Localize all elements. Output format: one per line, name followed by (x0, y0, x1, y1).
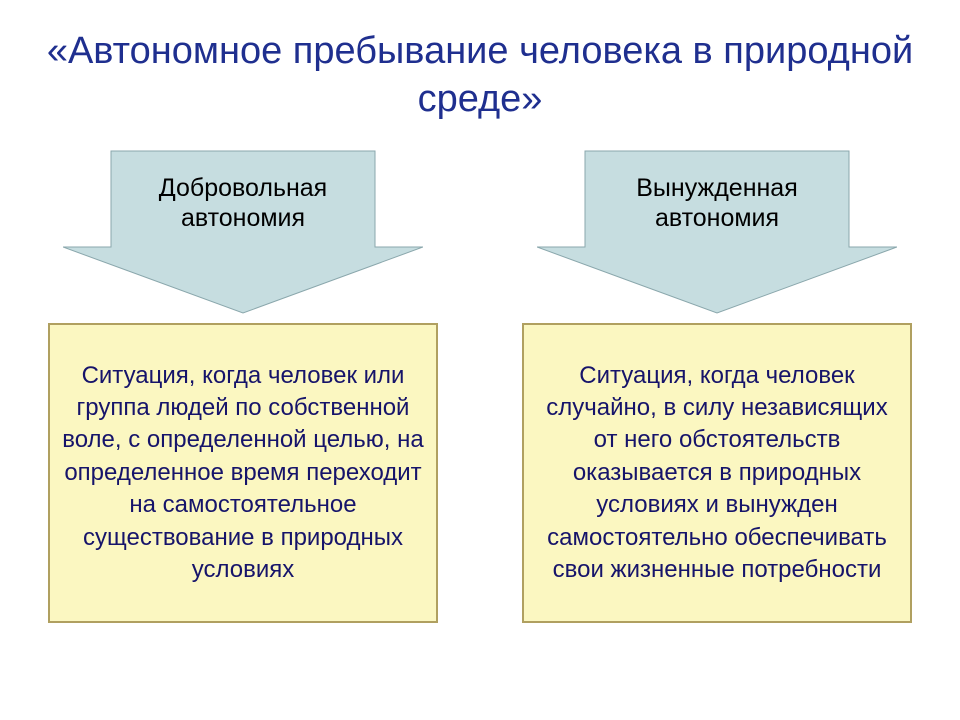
slide-title-text: «Автономное пребывание человека в природ… (47, 30, 913, 120)
arrow-box-right: Вынужденная автономия (537, 147, 897, 317)
columns-container: Добровольная автономия Ситуация, когда ч… (0, 131, 960, 623)
column-right: Вынужденная автономия Ситуация, когда че… (522, 147, 912, 623)
slide-title: «Автономное пребывание человека в природ… (0, 0, 960, 131)
arrow-label-right: Вынужденная автономия (537, 173, 897, 233)
description-text-left: Ситуация, когда человек или группа людей… (60, 360, 426, 587)
description-box-right: Ситуация, когда человек случайно, в силу… (522, 323, 912, 623)
arrow-label-left: Добровольная автономия (63, 173, 423, 233)
description-text-right: Ситуация, когда человек случайно, в силу… (534, 360, 900, 587)
description-box-left: Ситуация, когда человек или группа людей… (48, 323, 438, 623)
arrow-box-left: Добровольная автономия (63, 147, 423, 317)
column-left: Добровольная автономия Ситуация, когда ч… (48, 147, 438, 623)
